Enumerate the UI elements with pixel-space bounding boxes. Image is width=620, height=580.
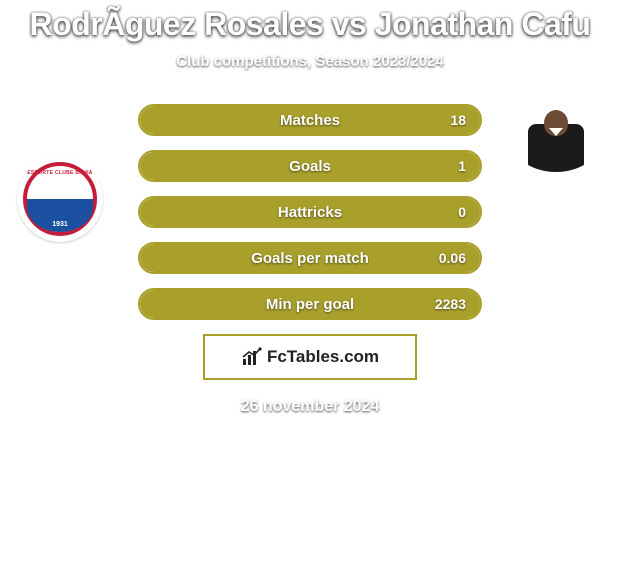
left-player-avatar-placeholder <box>10 112 110 140</box>
stat-value: 2283 <box>435 290 466 318</box>
stat-label: Min per goal <box>140 290 480 318</box>
header: RodrÃ­guez Rosales vs Jonathan Cafu Club… <box>0 0 620 70</box>
left-player-column: ESPORTE CLUBE BAHIA 1931 <box>10 104 110 242</box>
stat-row: Hattricks 0 <box>138 196 482 228</box>
stat-row: Matches 18 <box>138 104 482 136</box>
badge-year: 1931 <box>17 221 103 228</box>
left-player-club-badge: ESPORTE CLUBE BAHIA 1931 <box>17 156 103 242</box>
branding-text: FcTables.com <box>267 347 379 367</box>
right-player-club-placeholder <box>510 216 610 244</box>
stat-label: Goals per match <box>140 244 480 272</box>
right-player-column <box>510 104 610 244</box>
comparison-content: ESPORTE CLUBE BAHIA 1931 Matches 18 Goal… <box>0 104 620 416</box>
stat-row: Min per goal 2283 <box>138 288 482 320</box>
stat-value: 1 <box>458 152 466 180</box>
date-label: 26 november 2024 <box>0 398 620 416</box>
page-title: RodrÃ­guez Rosales vs Jonathan Cafu <box>0 6 620 43</box>
stat-bars: Matches 18 Goals 1 Hattricks 0 Goals per… <box>138 104 482 320</box>
right-player-avatar <box>510 104 602 172</box>
stat-label: Hattricks <box>140 198 480 226</box>
stat-label: Goals <box>140 152 480 180</box>
stat-label: Matches <box>140 106 480 134</box>
chart-icon <box>241 347 263 367</box>
stat-value: 0 <box>458 198 466 226</box>
page-subtitle: Club competitions, Season 2023/2024 <box>0 53 620 70</box>
branding-box: FcTables.com <box>203 334 417 380</box>
stat-row: Goals 1 <box>138 150 482 182</box>
stat-value: 18 <box>450 106 466 134</box>
stat-value: 0.06 <box>439 244 466 272</box>
badge-club-name: ESPORTE CLUBE BAHIA <box>17 170 103 176</box>
stat-row: Goals per match 0.06 <box>138 242 482 274</box>
